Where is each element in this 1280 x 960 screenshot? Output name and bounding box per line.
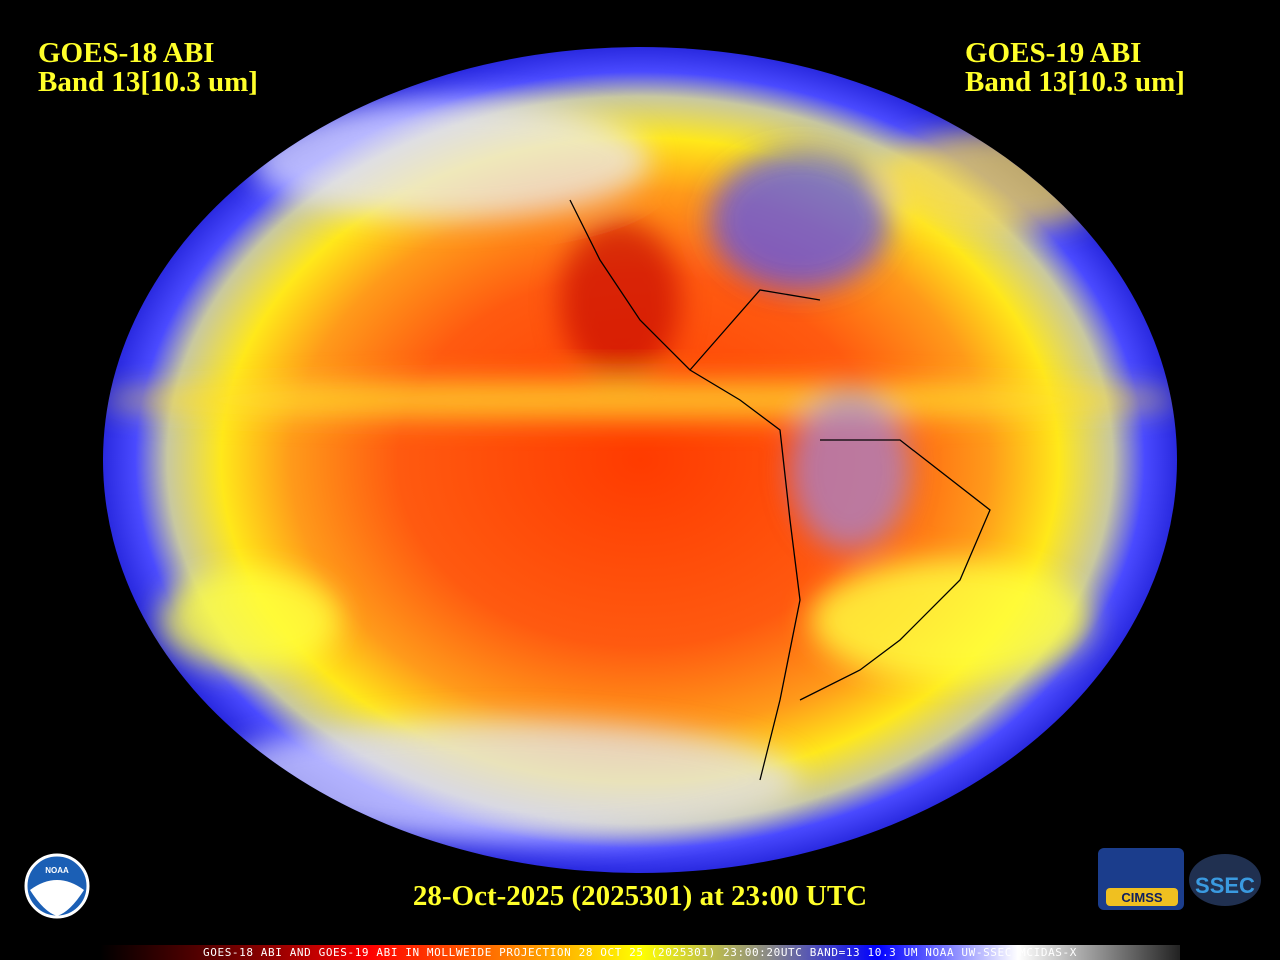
cimss-banner xyxy=(1106,888,1178,906)
right-band: Band 13[10.3 um] xyxy=(965,66,1185,98)
cimss-text: CIMSS xyxy=(1121,890,1163,905)
ssec-logo xyxy=(1189,854,1261,906)
color-bar xyxy=(100,945,1180,960)
left-band: Band 13[10.3 um] xyxy=(38,66,258,98)
noaa-text: NOAA xyxy=(45,866,69,875)
cloud-patterns xyxy=(103,100,1177,840)
footer-text: GOES-18 ABI AND GOES-19 ABI IN MOLLWEIDE… xyxy=(203,946,1077,959)
left-title: GOES-18 ABI xyxy=(38,37,214,69)
noaa-gull xyxy=(30,880,84,916)
coastlines xyxy=(569,199,991,781)
timestamp: 28-Oct-2025 (2025301) at 23:00 UTC xyxy=(413,880,867,912)
ssec-text: SSEC xyxy=(1195,873,1255,898)
right-title: GOES-19 ABI xyxy=(965,37,1141,69)
